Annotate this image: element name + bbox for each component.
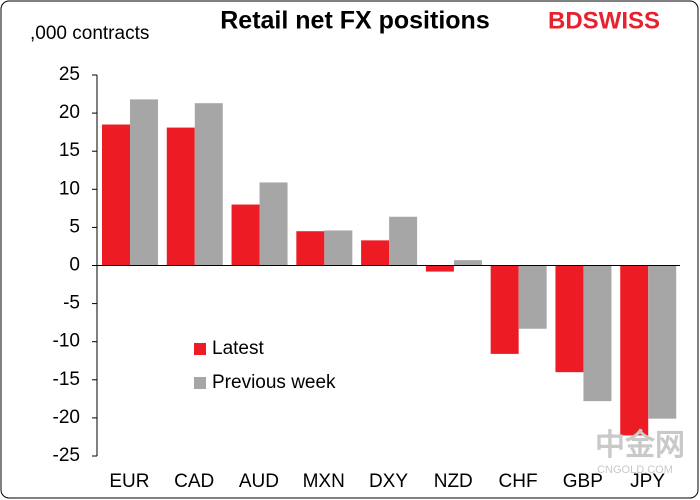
legend-label: Latest [212, 338, 264, 359]
x-tick-label: CHF [499, 471, 538, 492]
bar [490, 265, 519, 354]
bar [620, 265, 649, 436]
watermark: 中金网 [595, 428, 685, 462]
y-tick-label: 10 [59, 178, 80, 199]
bar [194, 103, 223, 266]
legend-swatch [194, 343, 206, 355]
bar [231, 204, 260, 266]
bar [648, 265, 677, 419]
bar [361, 240, 390, 266]
x-tick-label: CAD [174, 471, 214, 492]
y-tick-label: 15 [59, 140, 80, 161]
legend-label: Previous week [212, 372, 336, 393]
logo: BDSWISS [548, 7, 660, 34]
bar [296, 231, 325, 266]
y-tick-label: 20 [59, 102, 80, 123]
x-tick-label: NZD [434, 471, 473, 492]
bar [130, 99, 158, 266]
x-tick-label: MXN [303, 471, 345, 492]
bar [453, 260, 482, 266]
y-tick-label: 25 [59, 64, 80, 85]
bar [166, 127, 195, 266]
bar [425, 265, 454, 272]
bar [259, 182, 288, 266]
bar [518, 265, 547, 329]
bar [555, 265, 584, 373]
x-tick-label: JPY [630, 471, 665, 492]
y-tick-label: -10 [53, 331, 80, 352]
y-tick-label: -25 [53, 445, 80, 466]
y-tick-label: 5 [69, 216, 80, 237]
chart-title: Retail net FX positions [220, 7, 489, 35]
y-axis-label: ,000 contracts [30, 23, 149, 44]
y-tick-label: -15 [53, 369, 80, 390]
y-tick-label: 0 [69, 255, 80, 276]
bar [389, 216, 418, 266]
bar [102, 124, 130, 266]
bar [583, 265, 612, 402]
bar [324, 230, 353, 266]
legend-swatch [194, 377, 206, 389]
x-tick-label: AUD [239, 471, 279, 492]
x-tick-label: GBP [563, 471, 603, 492]
x-tick-label: DXY [369, 471, 408, 492]
y-tick-label: -20 [53, 407, 80, 428]
x-tick-label: EUR [109, 471, 149, 492]
watermark: CNGOLD.COM [597, 464, 673, 476]
y-tick-label: -5 [63, 293, 80, 314]
